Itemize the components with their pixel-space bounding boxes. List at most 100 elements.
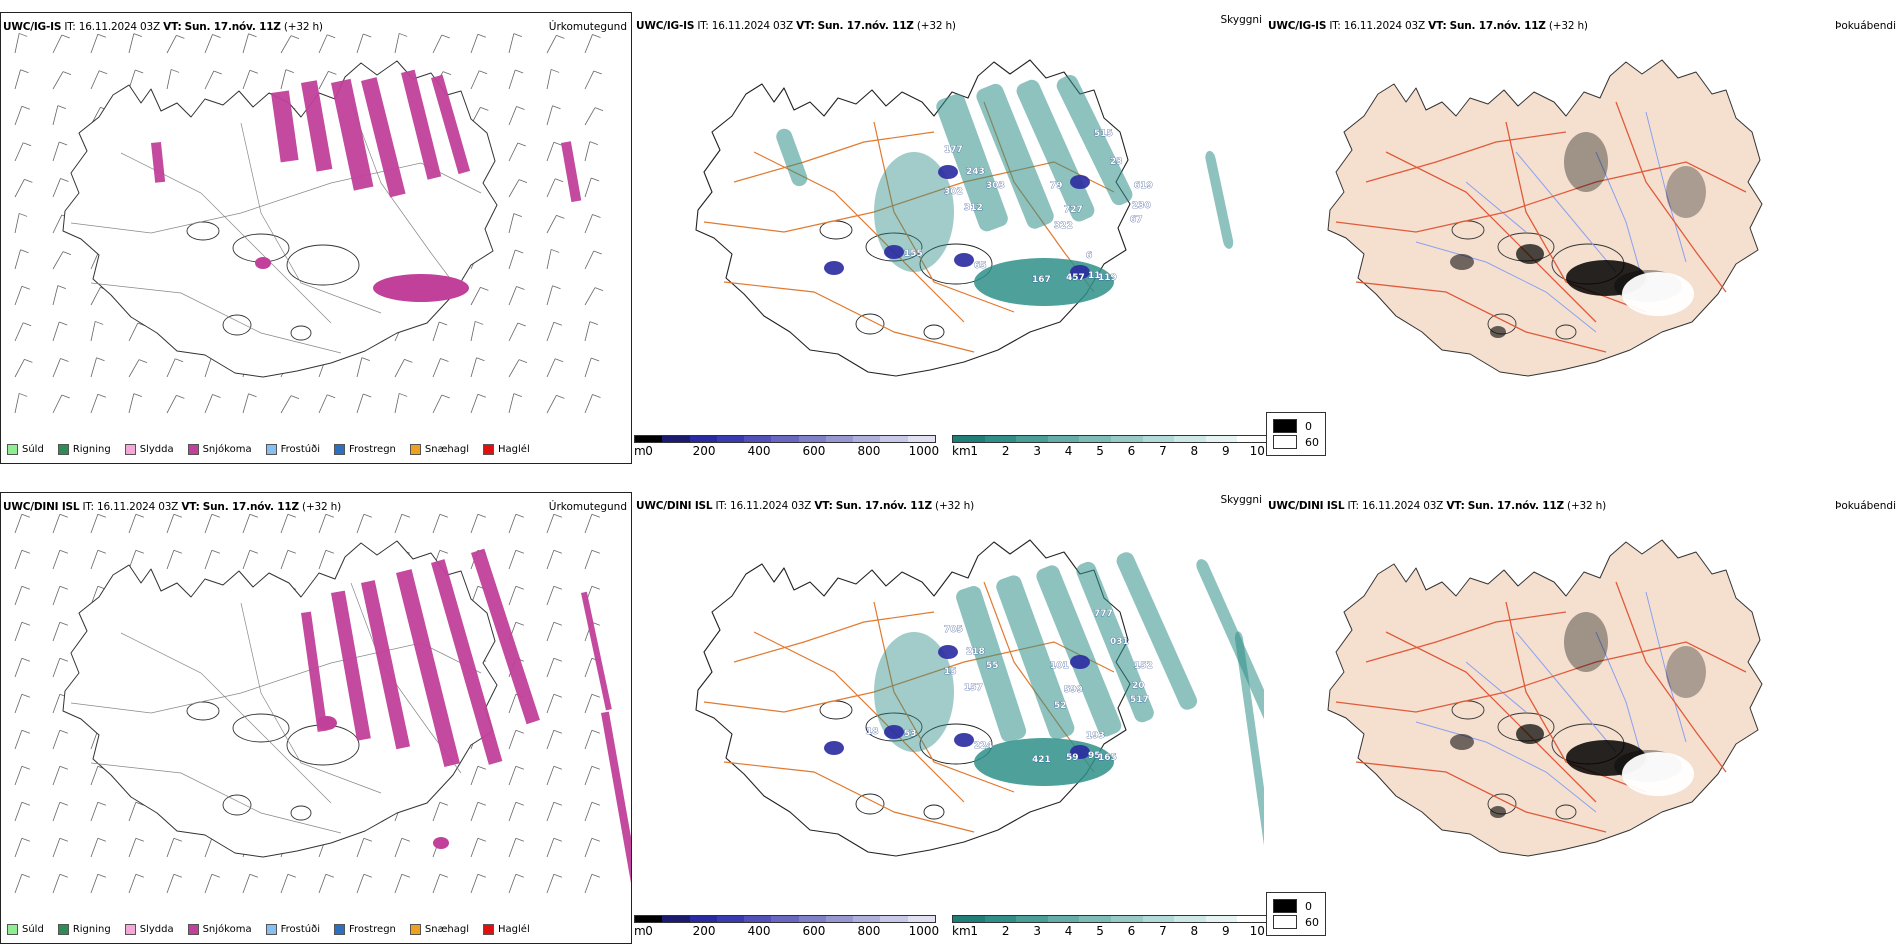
- colorbar-tick: 600: [802, 924, 826, 938]
- cloud-base-colorbar: m 0 200 400 600 800 1000: [634, 915, 939, 938]
- cloud-base-label: 101: [1050, 661, 1069, 671]
- legend-swatch: [265, 924, 277, 935]
- cloud-base-label: 230: [1132, 201, 1151, 211]
- legend-swatch: [334, 444, 345, 455]
- legend-item: Snæhagl: [409, 444, 469, 455]
- legend-item: Frostúði: [265, 924, 320, 935]
- cloud-base-label: 457: [1066, 273, 1085, 283]
- glacier-outline: [286, 244, 360, 286]
- colorbar-tick: 3: [1033, 444, 1041, 458]
- colorbar-tick: 5: [1096, 924, 1104, 938]
- cloud-base-label: 157: [964, 683, 983, 693]
- snowfall-areas: [151, 69, 582, 302]
- precip-map: [14, 513, 631, 923]
- cloud-base-label: 322: [1054, 221, 1073, 231]
- legend-label: Haglél: [498, 924, 530, 935]
- legend-item: Snjókoma: [187, 444, 252, 455]
- colorbar-unit: m: [634, 444, 646, 458]
- colorbar-tick: 5: [1096, 444, 1104, 458]
- colorbar-tick: 7: [1159, 444, 1167, 458]
- glacier-outline: [919, 243, 993, 285]
- cloud-base-label: 155: [904, 249, 923, 259]
- colorbar-tick: 10: [1249, 924, 1265, 938]
- precip-legend: Súld Rigning Slydda Snjókoma Frostúði Frostre…: [7, 444, 530, 455]
- legend-swatch: [57, 924, 69, 935]
- cloud-base-label: 55: [986, 661, 999, 671]
- colorbar-unit: m: [634, 924, 646, 938]
- cloud-base-label: 53: [904, 729, 917, 739]
- panel-title: UWC/IG-IS IT: 16.11.2024 03Z VT: Sun. 17…: [1268, 20, 1588, 32]
- colorbar-tick: 1: [970, 444, 979, 458]
- legend-label: Snjókoma: [202, 924, 252, 935]
- cloud-base-label: 52: [1054, 701, 1067, 711]
- legend-label: Rigning: [72, 924, 111, 935]
- legend-label: Slydda: [139, 924, 174, 935]
- colorbar-strip: [952, 435, 1266, 443]
- cloud-base-label: 031: [1110, 637, 1129, 647]
- fog-index-areas: [1450, 612, 1706, 818]
- legend-label: Frostregn: [349, 924, 396, 935]
- colorbar-tick: 0: [645, 924, 653, 938]
- legend-item: Súld: [7, 924, 44, 935]
- cloud-base-label: 193: [1086, 731, 1105, 741]
- fog-legend-item: 60: [1273, 915, 1319, 929]
- colorbar-unit: km: [952, 444, 971, 458]
- legend-item: Súld: [7, 444, 44, 455]
- low-visibility-areas: [874, 552, 1264, 870]
- glacier-outline: [186, 221, 220, 241]
- cloud-base-label: 218: [966, 647, 985, 657]
- fog-legend-swatch: [1273, 419, 1297, 433]
- cloud-base-label: 302: [944, 187, 963, 197]
- legend-label: Haglél: [498, 444, 530, 455]
- colorbar-tick: 200: [692, 444, 716, 458]
- precip-type-panel-dini: UWC/DINI ISL IT: 16.11.2024 03Z VT: Sun.…: [0, 492, 632, 944]
- panel-title: UWC/IG-IS IT: 16.11.2024 03Z VT: Sun. 17…: [3, 21, 323, 33]
- colorbar-tick: 6: [1127, 924, 1136, 938]
- legend-item: Rigning: [57, 444, 111, 455]
- visibility-colorbar: km 1 2 3 4 5 6 7 8 9 10: [952, 435, 1266, 458]
- fog-legend-swatch: [1273, 435, 1297, 449]
- cloud-base-label: 224: [974, 741, 993, 751]
- legend-label: Frostúði: [280, 924, 320, 935]
- cloud-base-label: 599: [1064, 685, 1083, 695]
- legend-label: Frostregn: [349, 444, 396, 455]
- colorbar-tick: 6: [1127, 444, 1136, 458]
- cloud-base-label: 177: [944, 145, 963, 155]
- fog-map: [1327, 539, 1763, 857]
- fog-map: [1327, 59, 1763, 377]
- cloud-base-label: 165: [1098, 753, 1117, 763]
- cloud-base-label: 23: [1110, 157, 1123, 167]
- colorbar-tick: 1: [970, 924, 979, 938]
- legend-swatch: [265, 444, 277, 455]
- cloud-base-label: 6: [1086, 251, 1092, 261]
- legend-item: Snjókoma: [187, 924, 252, 935]
- cloud-base-label: 727: [1064, 205, 1083, 215]
- fog-legend-label: 0: [1305, 899, 1312, 913]
- legend-label: Snæhagl: [424, 924, 470, 935]
- legend-item: Haglél: [483, 444, 530, 455]
- cloud-base-label: 517: [1130, 695, 1149, 705]
- cloud-base-colorbar: m 0 200 400 600 800 1000: [634, 435, 939, 458]
- glacier-outline: [290, 805, 312, 821]
- glacier-outline: [290, 325, 312, 341]
- colorbar-tick: 8: [1190, 924, 1199, 938]
- fog-legend-item: 0: [1273, 899, 1319, 913]
- colorbar-tick: 9: [1222, 444, 1230, 458]
- colorbar-unit: km: [952, 924, 971, 938]
- cloud-base-label: 95: [1088, 751, 1101, 761]
- legend-item: Slydda: [124, 924, 174, 935]
- fog-legend-label: 60: [1305, 435, 1319, 449]
- glacier-outline: [232, 713, 290, 743]
- legend-swatch: [187, 444, 199, 455]
- colorbar-tick: 2: [1001, 924, 1010, 938]
- glacier-outline: [855, 313, 885, 335]
- legend-item: Slydda: [124, 444, 174, 455]
- cloud-base-label: 167: [1032, 275, 1051, 285]
- legend-item: Frostúði: [265, 444, 320, 455]
- legend-label: Slydda: [139, 444, 174, 455]
- colorbar-tick: 7: [1159, 924, 1167, 938]
- legend-swatch: [409, 444, 421, 455]
- colorbar-tick: 8: [1190, 444, 1199, 458]
- product-name: Skyggni: [1220, 14, 1263, 26]
